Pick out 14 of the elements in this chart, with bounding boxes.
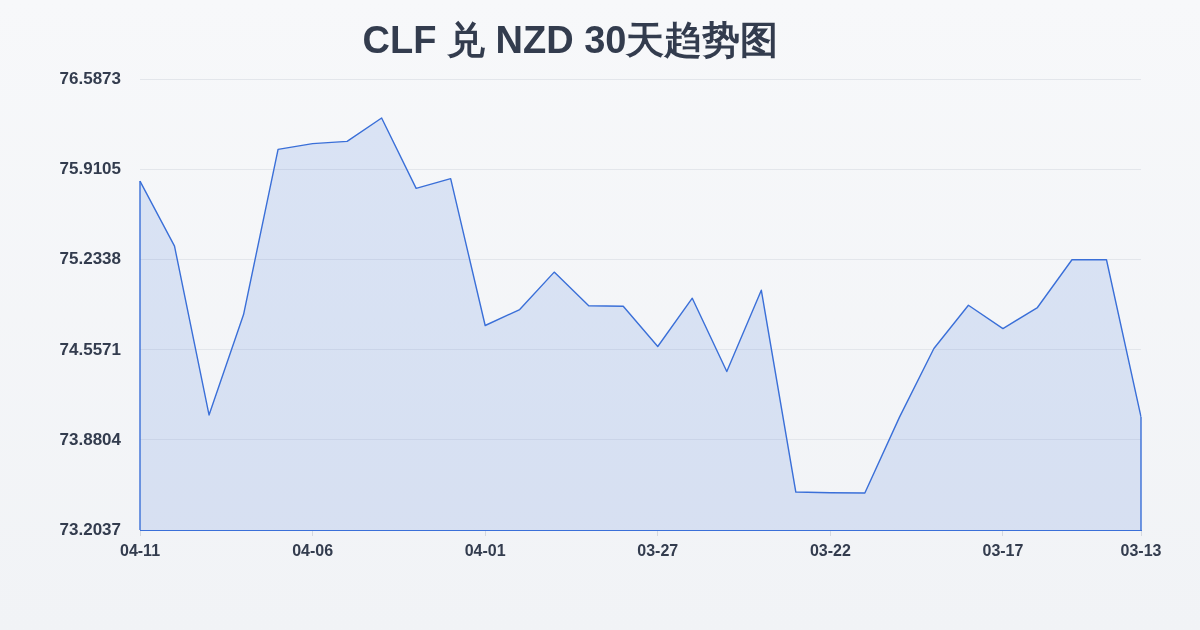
x-tick-label: 03-13 [1120, 542, 1162, 560]
x-tick-label: 03-17 [982, 542, 1024, 560]
y-tick-label: 75.9105 [59, 159, 121, 179]
y-tick-label: 76.5873 [59, 69, 121, 89]
x-tick-label: 03-22 [809, 542, 851, 560]
y-tick-label: 73.8804 [59, 429, 122, 449]
x-tick-label: 04-06 [292, 542, 334, 560]
x-tick-label: 04-01 [464, 542, 506, 560]
x-tick-label: 04-11 [119, 542, 161, 560]
y-tick-label: 74.5571 [59, 339, 121, 359]
chart-title: CLF 兑 NZD 30天趋势图 [362, 19, 779, 62]
y-tick-label: 73.2037 [59, 519, 121, 539]
y-tick-label: 75.2338 [59, 249, 121, 269]
x-tick-label: 03-27 [637, 542, 679, 560]
